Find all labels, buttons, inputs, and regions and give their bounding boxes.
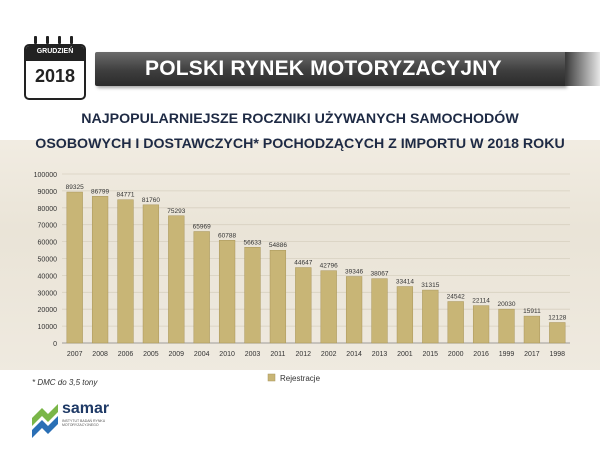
y-tick-label: 10000 bbox=[38, 324, 58, 331]
y-tick-label: 90000 bbox=[38, 189, 58, 196]
x-axis: 2007 2008 2006 2005 2009 2004 2010 2003 2011 2012… bbox=[67, 351, 565, 358]
data-label: 75293 bbox=[167, 208, 185, 215]
calendar-year: 2018 bbox=[34, 66, 76, 86]
data-label: 81760 bbox=[142, 197, 160, 204]
calendar-body: GRUDZIEŃ 2018 bbox=[24, 44, 86, 100]
x-tick-label: 2010 bbox=[219, 351, 235, 358]
bar bbox=[472, 305, 490, 344]
data-label: 65969 bbox=[193, 224, 211, 231]
data-label: 56633 bbox=[243, 239, 261, 246]
x-tick-label: 2014 bbox=[346, 351, 362, 358]
x-tick-label: 2008 bbox=[92, 351, 108, 358]
chart-title-line-1: NAJPOPULARNIEJSZE ROCZNIKI UŻYWANYCH SAM… bbox=[81, 111, 519, 127]
data-label: 31315 bbox=[421, 282, 439, 289]
legend-swatch bbox=[267, 373, 276, 382]
data-label: 33414 bbox=[396, 279, 414, 286]
data-label: 42796 bbox=[320, 263, 338, 270]
calendar-header bbox=[26, 46, 84, 61]
x-tick-label: 2013 bbox=[372, 351, 388, 358]
calendar-ring bbox=[70, 36, 73, 44]
calendar-ring bbox=[46, 36, 49, 44]
bar bbox=[91, 196, 109, 344]
bar bbox=[168, 215, 185, 344]
logo-mark-icon bbox=[32, 404, 58, 438]
grid-lines bbox=[62, 173, 570, 344]
x-tick-label: 2009 bbox=[169, 351, 185, 358]
samar-logo: samar INSTYTUT BADAŃ RYNKU MOTORYZACYJNE… bbox=[28, 400, 138, 444]
calendar-ring bbox=[34, 36, 37, 44]
calendar-icon: GRUDZIEŃ 2018 bbox=[24, 36, 86, 100]
y-tick-label: 50000 bbox=[38, 257, 58, 264]
page-title: POLSKI RYNEK MOTORYZACYJNY bbox=[145, 57, 502, 80]
chart-title: NAJPOPULARNIEJSZE ROCZNIKI UŻYWANYCH SAM… bbox=[0, 107, 600, 157]
data-label: 39346 bbox=[345, 269, 363, 276]
data-label: 12128 bbox=[548, 315, 566, 322]
x-tick-label: 2011 bbox=[270, 351, 285, 358]
footnote: * DMC do 3,5 tony bbox=[32, 378, 98, 387]
x-tick-label: 2016 bbox=[473, 351, 489, 358]
x-tick-label: 2000 bbox=[448, 351, 464, 358]
x-tick-label: 2003 bbox=[245, 351, 261, 358]
data-label: 38067 bbox=[370, 271, 388, 278]
x-tick-label: 2007 bbox=[67, 351, 83, 358]
logo-tagline: INSTYTUT BADAŃ RYNKU MOTORYZACYJNEGO bbox=[62, 419, 106, 427]
data-label: 22114 bbox=[472, 298, 490, 305]
bar bbox=[523, 315, 541, 344]
logo-wordmark: samar bbox=[62, 400, 110, 417]
data-label: 15911 bbox=[523, 308, 541, 315]
bar bbox=[218, 240, 236, 344]
y-tick-label: 30000 bbox=[38, 290, 58, 297]
x-tick-label: 1999 bbox=[499, 351, 515, 358]
data-label: 86799 bbox=[91, 188, 109, 195]
calendar-ring bbox=[58, 36, 61, 44]
bars: 89325 86799 84771 81760 75293 65969 60788 56633… bbox=[66, 184, 567, 344]
x-tick-label: 2002 bbox=[321, 351, 337, 358]
x-tick-label: 2012 bbox=[296, 351, 312, 358]
x-tick-label: 1998 bbox=[550, 351, 566, 358]
bar bbox=[244, 247, 261, 344]
y-tick-label: 0 bbox=[53, 341, 57, 348]
x-tick-label: 2017 bbox=[524, 351, 540, 358]
data-label: 20030 bbox=[497, 301, 515, 308]
y-tick-label: 70000 bbox=[38, 223, 58, 230]
bar bbox=[371, 278, 388, 344]
y-tick-label: 80000 bbox=[38, 206, 58, 213]
bar bbox=[295, 267, 312, 344]
x-tick-label: 2005 bbox=[143, 351, 159, 358]
data-label: 89325 bbox=[66, 184, 84, 191]
y-tick-label: 40000 bbox=[38, 273, 58, 280]
x-tick-label: 2004 bbox=[194, 351, 210, 358]
bar bbox=[549, 322, 566, 344]
y-tick-label: 20000 bbox=[38, 307, 58, 314]
bar bbox=[142, 204, 160, 344]
bar bbox=[269, 249, 287, 344]
x-tick-label: 2015 bbox=[423, 351, 439, 358]
bar bbox=[193, 231, 210, 344]
bar bbox=[66, 191, 83, 344]
y-tick-label: 100000 bbox=[34, 172, 57, 179]
title-banner bbox=[95, 52, 600, 86]
data-label: 54886 bbox=[269, 242, 287, 249]
bar bbox=[447, 301, 464, 344]
bar bbox=[422, 289, 439, 344]
bar bbox=[396, 286, 414, 344]
chart-title-line-2: OSOBOWYCH I DOSTAWCZYCH* POCHODZĄCYCH Z … bbox=[35, 136, 565, 152]
legend: Rejestracje bbox=[267, 373, 321, 383]
calendar-month: GRUDZIEŃ bbox=[36, 48, 74, 55]
bar bbox=[117, 199, 134, 344]
bar bbox=[320, 270, 337, 344]
bar bbox=[345, 276, 363, 344]
data-label: 44647 bbox=[294, 260, 312, 267]
x-tick-label: 2001 bbox=[397, 351, 413, 358]
data-label: 84771 bbox=[116, 192, 134, 199]
data-label: 60788 bbox=[218, 232, 236, 239]
legend-label: Rejestracje bbox=[280, 374, 321, 383]
data-label: 24542 bbox=[447, 294, 465, 301]
bar bbox=[498, 308, 515, 344]
y-tick-label: 60000 bbox=[38, 240, 58, 247]
x-tick-label: 2006 bbox=[118, 351, 134, 358]
